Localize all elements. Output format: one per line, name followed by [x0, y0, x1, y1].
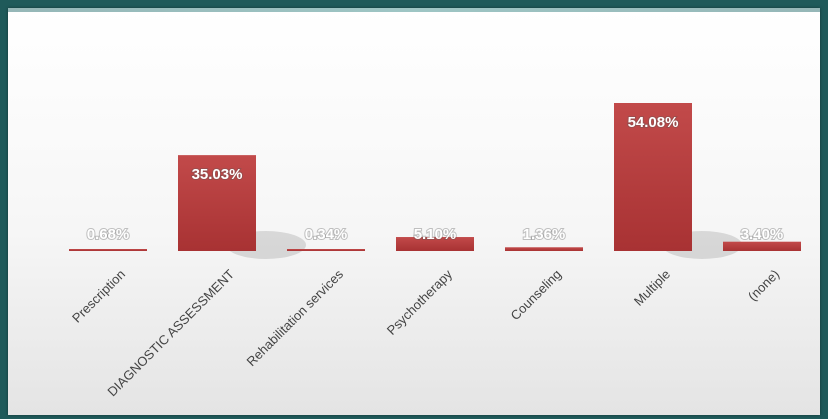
category-label-counseling: Counseling [508, 267, 565, 324]
bar-rehabilitation-services [287, 249, 365, 251]
value-label-counseling: 1.36% [523, 226, 566, 243]
value-label-none: 3.40% [741, 226, 784, 243]
bar-psychotherapy [396, 237, 474, 251]
bar-prescription [69, 249, 147, 251]
category-label-psychotherapy: Psychotherapy [384, 266, 456, 338]
value-label-diagnostic-assessment: 35.03% [192, 166, 243, 183]
bar-diagnostic-assessment [178, 155, 256, 251]
value-label-prescription: 0.68% [87, 226, 130, 243]
value-label-psychotherapy: 5.10% [414, 226, 457, 243]
category-label-none: (none) [745, 267, 782, 304]
bar-counseling [505, 247, 583, 251]
category-label-diagnostic-assessment: DIAGNOSTIC ASSESSMENT [104, 266, 237, 399]
bar-chart: 0.68% 35.03% 0.34% 5.10% 1.36% 54.08% 3.40% Pr… [69, 103, 801, 399]
category-label-prescription: Prescription [69, 267, 128, 326]
slide-frame: 0.68% 35.03% 0.34% 5.10% 1.36% 54.08% 3.40% Pr… [8, 8, 820, 415]
bar-none [723, 241, 801, 251]
value-label-multiple: 54.08% [628, 114, 679, 131]
category-label-multiple: Multiple [631, 267, 673, 309]
value-label-rehabilitation-services: 0.34% [305, 226, 348, 243]
bar-multiple [614, 103, 692, 251]
category-label-rehabilitation-services: Rehabilitation services [244, 266, 347, 369]
